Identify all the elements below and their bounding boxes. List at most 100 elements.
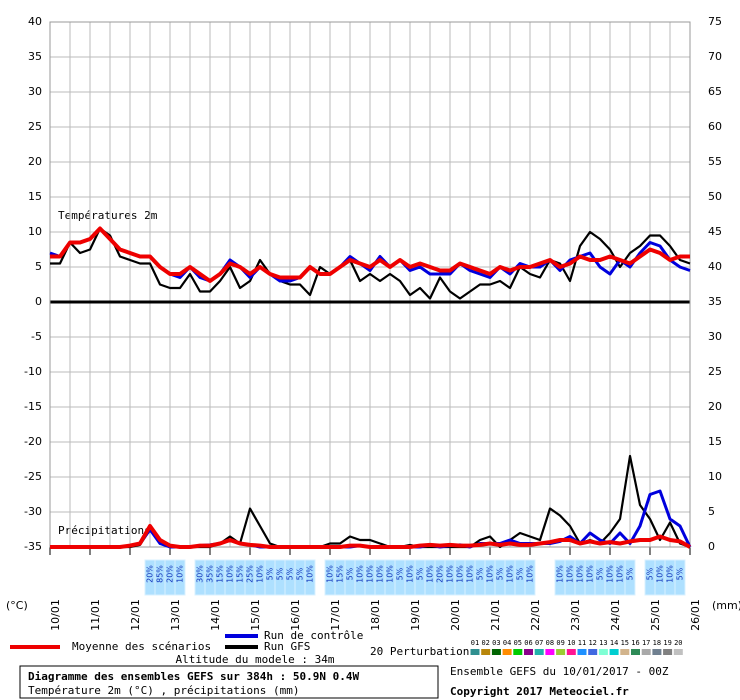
snow-label: 10%	[566, 565, 575, 583]
y-tick-label: -35	[24, 540, 42, 553]
perturbations-label: 20 Perturbations	[370, 645, 476, 658]
precip-line	[50, 524, 691, 549]
y2-tick-label: 20	[708, 400, 722, 413]
x-tick-label: 15/01	[249, 599, 262, 631]
snow-label: 5%	[396, 567, 405, 580]
snow-label: 5%	[646, 567, 655, 580]
snow-label: 5%	[276, 567, 285, 580]
chart-title: Diagramme des ensembles GEFS sur 384h : …	[28, 670, 360, 683]
snow-label: 5%	[596, 567, 605, 580]
y2-tick-label: 70	[708, 50, 722, 63]
perturbation-swatch	[566, 649, 576, 655]
snow-label: 10%	[256, 565, 265, 583]
perturbation-swatch	[481, 649, 491, 655]
x-tick-label: 12/01	[129, 599, 142, 631]
legend-label: Run GFS	[264, 640, 310, 653]
snow-label: 10%	[306, 565, 315, 583]
y-tick-label: -5	[31, 330, 42, 343]
perturbation-swatch	[609, 649, 619, 655]
perturbation-swatch	[598, 649, 608, 655]
snow-label: 5%	[296, 567, 305, 580]
temp-label: Températures 2m	[58, 209, 158, 222]
snow-label: 10%	[226, 565, 235, 583]
snow-label: 5%	[416, 567, 425, 580]
snow-label: 5%	[626, 567, 635, 580]
y2-tick-label: 35	[708, 295, 722, 308]
snow-label: 10%	[616, 565, 625, 583]
y2-tick-label: 0	[708, 540, 715, 553]
y-tick-label: 25	[28, 120, 42, 133]
snow-label: 20%	[146, 565, 155, 583]
perturbation-name: 20	[674, 639, 682, 647]
y-axis-label: (°C)	[6, 599, 28, 612]
snow-label: 30%	[196, 565, 205, 583]
perturbation-name: 18	[653, 639, 661, 647]
snow-label: 10%	[406, 565, 415, 583]
x-tick-label: 11/01	[89, 599, 102, 631]
x-tick-label: 22/01	[529, 599, 542, 631]
perturbation-name: 12	[588, 639, 596, 647]
perturbation-name: 19	[663, 639, 671, 647]
perturbation-name: 16	[631, 639, 639, 647]
snow-label: 10%	[356, 565, 365, 583]
snow-box	[524, 559, 536, 596]
snow-label: 5%	[346, 567, 355, 580]
y-tick-label: -30	[24, 505, 42, 518]
snow-label: 5%	[476, 567, 485, 580]
title-box	[19, 665, 439, 699]
snow-label: 5%	[676, 567, 685, 580]
y-tick-label: -25	[24, 470, 42, 483]
perturbation-name: 17	[642, 639, 650, 647]
snow-label: 10%	[506, 565, 515, 583]
snow-label: 10%	[376, 565, 385, 583]
perturbation-name: 13	[599, 639, 607, 647]
perturbation-name: 05	[514, 639, 522, 647]
perturbation-name: 09	[556, 639, 564, 647]
x-tick-label: 26/01	[689, 599, 702, 631]
y-tick-label: 40	[28, 15, 42, 28]
temp-line	[50, 227, 691, 300]
y-tick-label: 20	[28, 155, 42, 168]
copyright: Copyright 2017 Meteociel.fr	[450, 685, 629, 698]
y2-tick-label: 65	[708, 85, 722, 98]
snow-label: 20%	[436, 565, 445, 583]
precip-label: Précipitations	[58, 524, 151, 537]
perturbation-swatch	[620, 649, 630, 655]
x-tick-label: 19/01	[409, 599, 422, 631]
snow-label: 85%	[156, 565, 165, 583]
temp-line	[50, 226, 690, 283]
perturbation-swatch	[588, 649, 598, 655]
snow-label: 10%	[656, 565, 665, 583]
x-tick-label: 20/01	[449, 599, 462, 631]
snow-box	[624, 559, 636, 596]
y2-tick-label: 75	[708, 15, 722, 28]
perturbation-name: 01	[471, 639, 479, 647]
perturbation-swatch	[513, 649, 523, 655]
perturbation-swatch	[491, 649, 501, 655]
x-tick-label: 18/01	[369, 599, 382, 631]
y2-tick-label: 60	[708, 120, 722, 133]
x-tick-label: 14/01	[209, 599, 222, 631]
snow-label: 15%	[236, 565, 245, 583]
x-tick-label: 10/01	[49, 599, 62, 631]
y-tick-label: -20	[24, 435, 42, 448]
y-tick-label: 0	[35, 295, 42, 308]
y-tick-label: 30	[28, 85, 42, 98]
y2-tick-label: 40	[708, 260, 722, 273]
x-tick-label: 17/01	[329, 599, 342, 631]
perturbation-name: 06	[524, 639, 532, 647]
snow-label: 5%	[266, 567, 275, 580]
snow-label: 10%	[586, 565, 595, 583]
x-tick-label: 16/01	[289, 599, 302, 631]
snow-label: 10%	[606, 565, 615, 583]
snow-label: 35%	[206, 565, 215, 583]
perturbation-swatch	[663, 649, 673, 655]
snow-label: 5%	[496, 567, 505, 580]
perturbation-name: 03	[492, 639, 500, 647]
y2-tick-label: 45	[708, 225, 722, 238]
y2-axis-label: (mm)	[712, 599, 740, 612]
y2-tick-label: 30	[708, 330, 722, 343]
perturbation-swatch	[524, 649, 533, 655]
y-tick-label: -10	[24, 365, 42, 378]
